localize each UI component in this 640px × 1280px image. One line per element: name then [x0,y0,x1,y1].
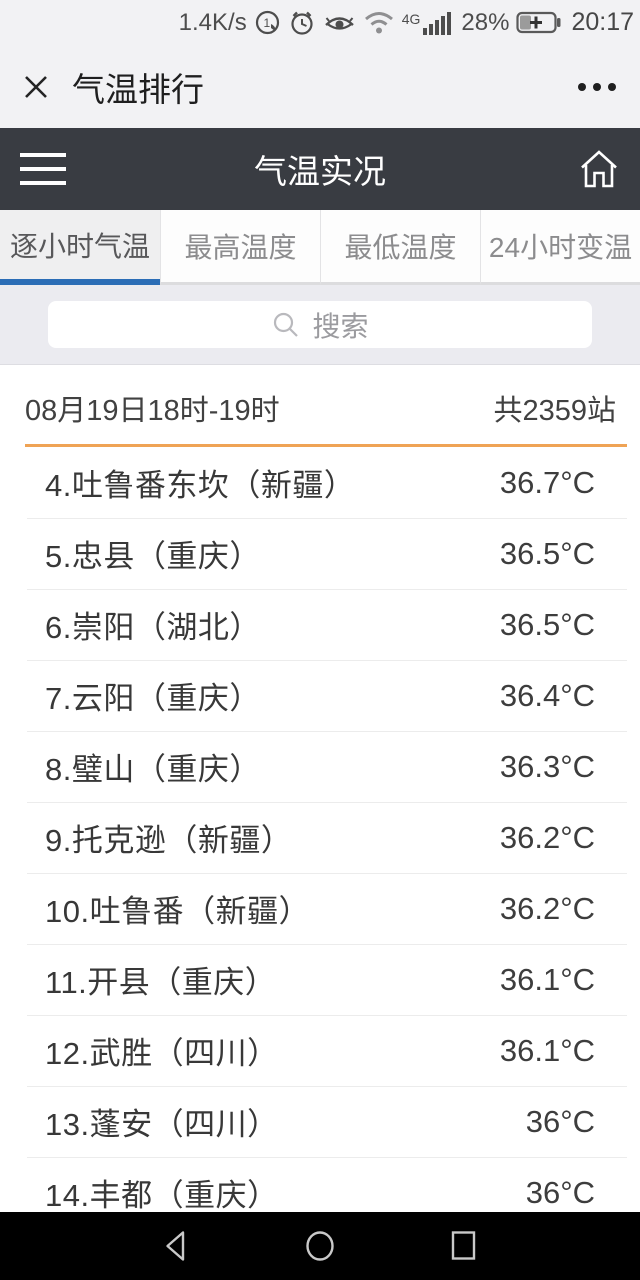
station-label: 5.忠县（重庆） [45,539,261,574]
temperature-value: 36.3°C [499,748,595,784]
ranking-row[interactable]: 5.忠县（重庆） 36.5°C [0,518,640,589]
station-label: 10.吐鲁番（新疆） [45,894,311,929]
search-placeholder: 搜索 [312,310,369,342]
tab-min-temperature[interactable]: 最低温度 [320,210,480,285]
recents-square-icon[interactable] [445,1227,483,1265]
network-speed: 1.4K/s [178,8,247,36]
clock-time: 20:17 [571,8,634,36]
svg-text:1: 1 [263,16,270,30]
tab-hourly-temperature[interactable]: 逐小时气温 [0,210,160,285]
close-icon[interactable] [20,71,52,103]
search-section: 搜索 [0,285,640,365]
signal-strength-icon: 4G [402,9,455,36]
page-title: 气温排行 [72,70,204,108]
station-label: 13.蓬安（四川） [45,1107,279,1142]
station-label: 12.武胜（四川） [45,1036,279,1071]
station-label: 7.云阳（重庆） [45,681,261,716]
hamburger-menu-icon[interactable] [10,143,76,195]
orange-divider [25,444,627,447]
ranking-list: 4.吐鲁番东坎（新疆） 36.7°C 5.忠县（重庆） 36.5°C 6.崇阳（… [0,447,640,1228]
battery-percent: 28% [461,8,510,36]
android-nav-bar [0,1212,640,1280]
station-label: 9.托克逊（新疆） [45,823,293,858]
station-count-label: 共2359站 [493,394,616,427]
temperature-value: 36°C [525,1103,595,1139]
home-circle-icon[interactable] [301,1227,339,1265]
station-label: 14.丰都（重庆） [45,1178,279,1213]
list-header: 08月19日18时-19时 共2359站 [0,365,640,444]
webview-header: 气温排行 [0,45,640,128]
ranking-row[interactable]: 8.璧山（重庆） 36.3°C [0,731,640,802]
temperature-value: 36.2°C [499,890,595,926]
back-triangle-icon[interactable] [157,1227,195,1265]
temperature-value: 36°C [525,1174,595,1210]
network-type-label: 4G [401,11,421,27]
battery-charging-icon [516,10,562,35]
station-label: 6.崇阳（湖北） [45,610,261,645]
ranking-row[interactable]: 6.崇阳（湖北） 36.5°C [0,589,640,660]
app-toolbar: 气温实况 [0,128,640,210]
search-icon [271,310,300,339]
tab-max-temperature[interactable]: 最高温度 [160,210,320,285]
ranking-row[interactable]: 12.武胜（四川） 36.1°C [0,1015,640,1086]
ranking-row[interactable]: 13.蓬安（四川） 36°C [0,1086,640,1157]
station-label: 8.璧山（重庆） [45,752,261,787]
alarm-clock-icon [288,9,316,36]
time-range-label: 08月19日18时-19时 [25,394,280,427]
ranking-row[interactable]: 4.吐鲁番东坎（新疆） 36.7°C [0,447,640,518]
search-input[interactable]: 搜索 [48,301,592,348]
data-saver-icon: 1 [254,9,281,36]
status-bar: 1.4K/s 1 4G 28% 20:17 [0,0,640,45]
temperature-value: 36.5°C [499,606,595,642]
temperature-value: 36.7°C [499,464,595,500]
temperature-value: 36.1°C [499,961,595,997]
temperature-value: 36.2°C [499,819,595,855]
ranking-row[interactable]: 10.吐鲁番（新疆） 36.2°C [0,873,640,944]
ranking-row[interactable]: 7.云阳（重庆） 36.4°C [0,660,640,731]
tab-24h-change[interactable]: 24小时变温 [480,210,640,285]
ranking-row[interactable]: 11.开县（重庆） 36.1°C [0,944,640,1015]
eye-comfort-icon [323,10,356,36]
temperature-value: 36.5°C [499,535,595,571]
temperature-value: 36.4°C [499,677,595,713]
ranking-row[interactable]: 9.托克逊（新疆） 36.2°C [0,802,640,873]
app-title: 气温实况 [254,153,386,190]
station-label: 11.开县（重庆） [45,965,277,1000]
temperature-value: 36.1°C [499,1032,595,1068]
home-icon[interactable] [568,140,630,198]
station-label: 4.吐鲁番东坎（新疆） [45,468,356,503]
more-dots-icon[interactable] [578,73,616,101]
wifi-icon [363,10,395,35]
tab-bar: 逐小时气温 最高温度 最低温度 24小时变温 [0,210,640,285]
